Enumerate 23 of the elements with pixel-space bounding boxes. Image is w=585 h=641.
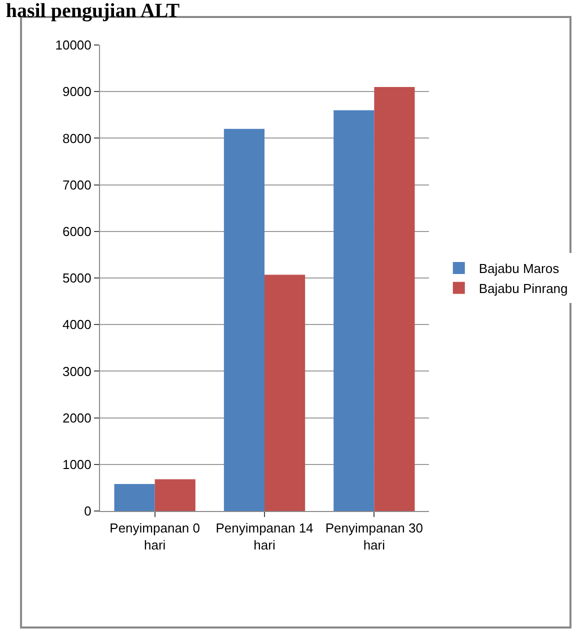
- y-tick-label: 9000: [62, 84, 92, 100]
- y-tick-label: 8000: [62, 130, 92, 146]
- legend-label: Bajabu Maros: [478, 261, 560, 276]
- y-tick-label: 1000: [62, 456, 92, 472]
- x-tick-label: Penyimpanan 30 hari: [325, 520, 423, 552]
- chart-title: hasil pengujian ALT: [6, 0, 180, 22]
- bar: [264, 274, 306, 511]
- bar: [334, 110, 374, 511]
- x-tick-label: Penyimpanan 0 hari: [110, 520, 200, 552]
- legend-label: Bajabu Pinrang: [478, 280, 568, 296]
- y-tick-label: 2000: [62, 410, 92, 426]
- y-tick-label: 6000: [62, 224, 92, 239]
- bar: [224, 128, 264, 511]
- y-tick-label: 0: [84, 504, 92, 519]
- y-tick-label: 3000: [62, 364, 92, 379]
- y-tick-label: 4000: [62, 317, 92, 332]
- y-tick-label: 7000: [62, 177, 92, 192]
- bar: [374, 86, 415, 511]
- y-tick-label: 5000: [62, 270, 92, 286]
- bar: [114, 484, 155, 511]
- bar: [154, 479, 196, 511]
- x-tick-label: Penyimpanan 14 hari: [216, 520, 314, 552]
- y-tick-label: 10000: [55, 38, 92, 53]
